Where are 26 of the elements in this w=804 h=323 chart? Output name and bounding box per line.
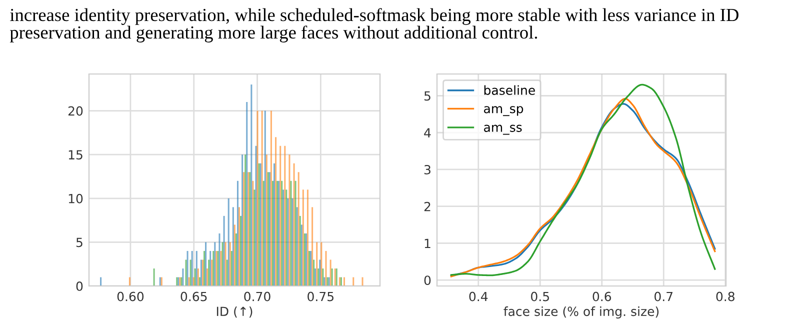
- y-tick-label: 4: [424, 128, 431, 138]
- x-tick-label: 0.70: [244, 292, 270, 302]
- x-tick-label: 0.6: [592, 292, 612, 302]
- y-tick-label: 0: [76, 281, 83, 291]
- y-tick-label: 15: [68, 150, 82, 160]
- y-tick-label: 3: [424, 164, 430, 174]
- y-tick-label: 5: [424, 91, 430, 101]
- text: increase identity preservation, while scheduled-softmask being more stable with less variance in ID preservation and generating more large faces without additional control.: [10, 8, 738, 42]
- x-tick-label: 0.8: [716, 292, 734, 302]
- y-tick-label: 2: [424, 202, 430, 212]
- legend-label: am_ss: [484, 124, 522, 135]
- y-tick-label: 20: [68, 106, 83, 116]
- y-tick-label: 10: [68, 194, 83, 204]
- x-axis-title: face size (% of img. size): [504, 306, 659, 319]
- x-tick-label: 0.65: [180, 292, 207, 302]
- y-tick-label: 5: [76, 238, 82, 248]
- x-tick-label: 0.75: [308, 292, 334, 302]
- x-tick-label: 0.60: [117, 292, 144, 302]
- x-tick-label: 0.5: [531, 292, 549, 302]
- x-tick-label: 0.7: [654, 292, 672, 302]
- legend-label: am_sp: [484, 106, 524, 116]
- y-tick-label: 0: [424, 276, 431, 286]
- y-tick-label: 1: [424, 238, 430, 248]
- legend-label: baseline: [484, 85, 535, 95]
- x-axis-title: ID (↑): [216, 306, 252, 318]
- x-tick-label: 0.4: [469, 292, 488, 302]
